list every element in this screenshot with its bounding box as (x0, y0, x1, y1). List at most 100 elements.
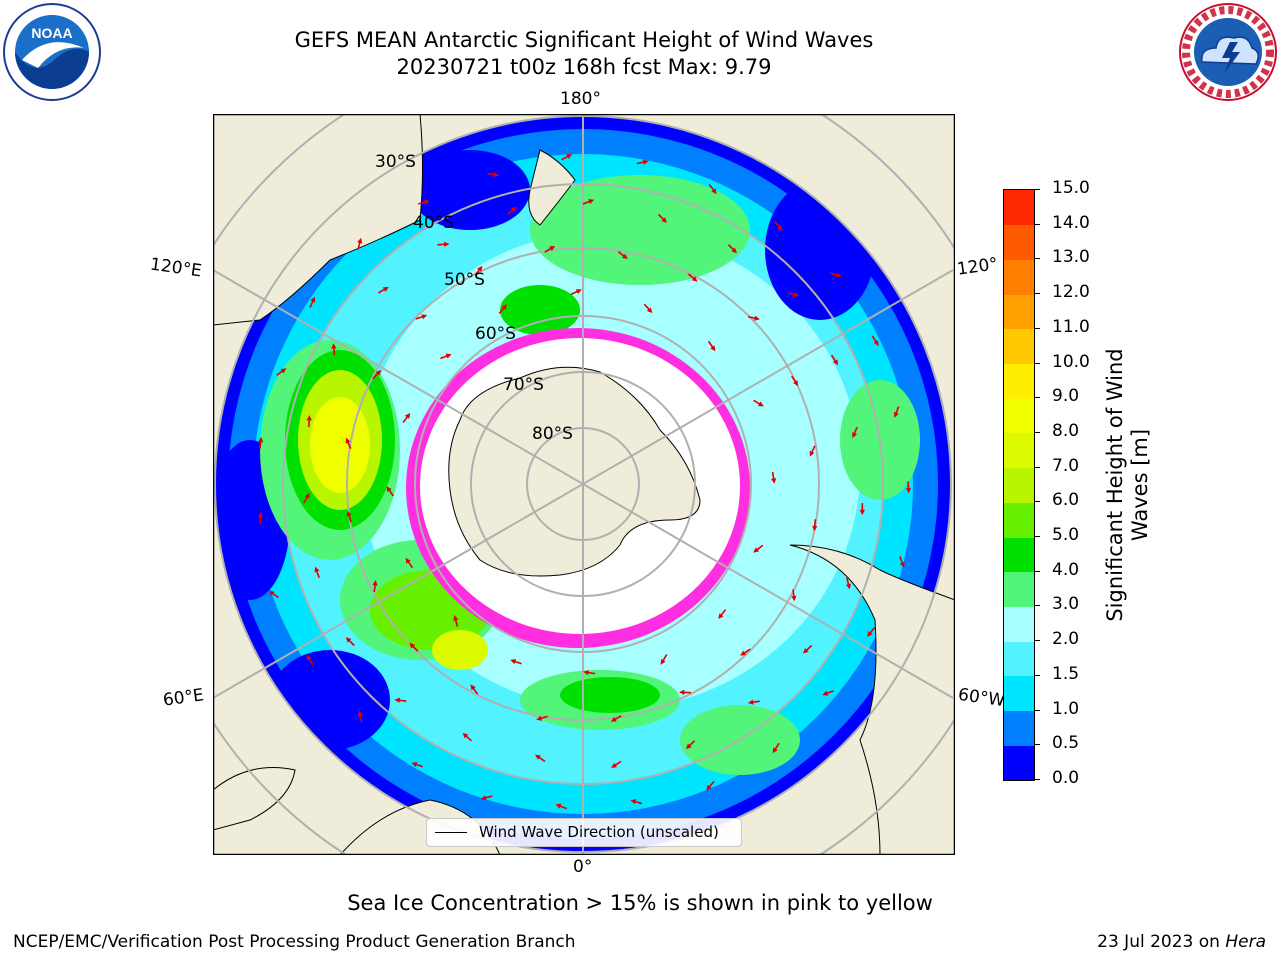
wave-direction-arrowhead (345, 437, 351, 444)
wave-direction-arrowhead (852, 432, 857, 439)
colorbar-segment (1004, 259, 1034, 295)
wave-direction-arrowhead (832, 359, 839, 366)
wave-direction-arrowhead (685, 743, 692, 750)
colorbar-segment (1004, 294, 1034, 330)
wave-direction-arrowhead (678, 689, 685, 695)
colorbar-tick-mark (1034, 431, 1040, 433)
wave-direction-arrowhead (661, 217, 667, 223)
wave-direction-arrowhead (470, 684, 476, 691)
wave-direction-arrowhead (660, 658, 666, 665)
colorbar-tick-label: 2.0 (1052, 629, 1080, 650)
wave-direction-arrowhead (372, 580, 378, 586)
colorbar (1003, 189, 1035, 781)
colorbar-tick-mark (1034, 223, 1040, 225)
wave-direction-arrowhead (747, 699, 754, 705)
colorbar-segment (1004, 363, 1034, 399)
wave-direction-arrowhead (710, 345, 716, 352)
footer-machine: Hera (1225, 932, 1266, 952)
wave-direction-arrowhead (445, 353, 452, 359)
wave-direction-arrowhead (711, 188, 717, 195)
wave-direction-arrowhead (421, 314, 428, 320)
colorbar-tick-label: 12.0 (1052, 282, 1090, 303)
wave-direction-arrowhead (802, 648, 809, 654)
colorbar-tick-label: 6.0 (1052, 490, 1080, 511)
map-legend: Wind Wave Direction (unscaled) (426, 818, 742, 847)
wave-direction-arrowhead (405, 557, 411, 564)
wave-direction-arrowhead (691, 276, 698, 282)
wave-direction-arrowhead (346, 510, 352, 517)
colorbar-tick-label: 1.0 (1052, 698, 1080, 719)
lat-label-80s: 80°S (532, 424, 573, 444)
map-panel (213, 114, 955, 855)
legend-line-swatch (435, 832, 467, 833)
wave-direction-arrowhead (443, 241, 450, 247)
wave-direction-arrowhead (331, 343, 337, 349)
wave-direction-arrowhead (793, 380, 799, 387)
colorbar-segment (1004, 328, 1034, 365)
noaa-logo-text: NOAA (31, 25, 72, 41)
colorbar-segment (1004, 224, 1034, 260)
lon-label-120e: 120°E (148, 254, 203, 282)
wave-direction-arrowhead (510, 206, 517, 213)
wave-direction-arrowhead (306, 654, 312, 661)
colorbar-segment (1004, 398, 1034, 434)
wave-direction-arrowhead (510, 659, 517, 665)
wave-direction-arrowhead (555, 803, 562, 809)
wave-direction-arrowhead (268, 590, 275, 596)
wave-direction-arrowhead (718, 613, 724, 620)
wave-direction-arrowhead (610, 716, 617, 722)
nws-logo (1179, 3, 1277, 101)
wave-direction-arrowhead (477, 265, 483, 272)
wave-direction-arrowhead (345, 637, 352, 643)
wave-direction-arrowhead (791, 595, 797, 602)
wave-direction-arrowhead (642, 159, 649, 165)
wave-direction-arrowhead (793, 291, 800, 297)
wave-direction-arrowhead (621, 253, 628, 260)
colorbar-tick-label: 7.0 (1052, 455, 1080, 476)
colorbar-tick-label: 4.0 (1052, 559, 1080, 580)
legend-label: Wind Wave Direction (unscaled) (479, 823, 719, 841)
colorbar-tick-mark (1034, 189, 1040, 190)
lon-label-120w: 120° (955, 254, 1000, 280)
wave-direction-arrowhead (772, 747, 778, 754)
colorbar-tick-mark (1034, 293, 1040, 295)
wave-direction-arrowhead (375, 369, 382, 376)
wave-direction-arrowhead (382, 286, 389, 292)
wave-direction-arrowhead (771, 478, 777, 484)
wave-direction-arrowhead (899, 561, 905, 568)
colorbar-tick-label: 0.5 (1052, 733, 1080, 754)
lat-label-40s: 40°S (413, 213, 454, 233)
wave-direction-arrowhead (566, 154, 573, 159)
colorbar-segment (1004, 502, 1034, 538)
colorbar-tick-mark (1034, 501, 1040, 503)
colorbar-segment (1004, 571, 1034, 607)
wave-direction-arrowhead (280, 368, 287, 374)
colorbar-tick-mark (1034, 466, 1040, 468)
wave-direction-arrowhead (424, 199, 430, 205)
chart-subtitle: 20230721 t00z 168h fcst Max: 9.79 (396, 55, 772, 79)
wave-direction-arrowhead (411, 762, 418, 767)
lon-label-180: 180° (560, 89, 601, 109)
colorbar-tick-mark (1034, 327, 1040, 329)
wave-direction-arrowhead (462, 732, 469, 739)
wave-direction-arrowhead (258, 436, 264, 443)
wave-direction-arrowhead (501, 304, 507, 310)
wave-direction-arrowhead (731, 247, 737, 254)
colorbar-segment (1004, 675, 1034, 712)
colorbar-label: Significant Height of Wind Waves [m] (1103, 348, 1152, 622)
sea-ice-note: Sea Ice Concentration > 15% is shown in … (347, 891, 933, 915)
wave-direction-arrowhead (314, 566, 320, 573)
colorbar-tick-mark (1034, 640, 1040, 642)
wave-direction-arrowhead (873, 340, 879, 346)
colorbar-tick-label: 5.0 (1052, 525, 1080, 546)
wave-direction-arrowhead (257, 512, 264, 518)
lat-label-30s: 30°S (375, 152, 416, 172)
lat-label-50s: 50°S (444, 270, 485, 290)
wave-direction-arrowhead (306, 415, 312, 421)
wave-direction-arrowhead (809, 450, 815, 457)
wave-direction-arrowhead (812, 525, 818, 532)
south-america-land (789, 544, 955, 855)
wave-direction-arrowhead (646, 307, 653, 314)
wave-direction-arrowhead (754, 315, 760, 321)
colorbar-tick-label: 13.0 (1052, 247, 1090, 268)
